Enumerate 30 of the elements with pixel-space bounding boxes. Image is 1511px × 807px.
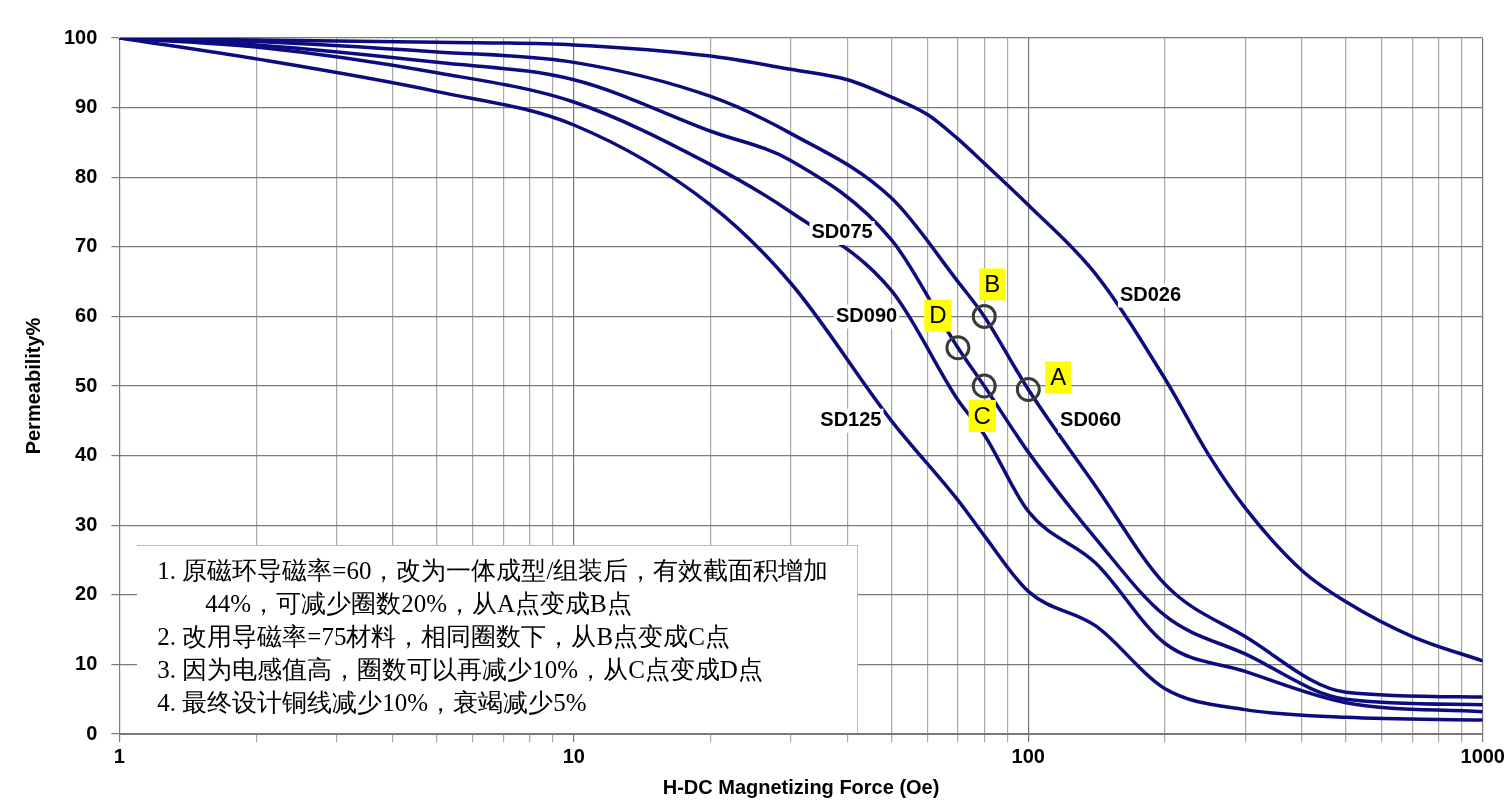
annotation: 3. 因为电感值高，圈数可以再减少10%，从C点变成D点 — [156, 655, 764, 685]
y-tick-label: 70 — [75, 234, 98, 257]
y-tick-label: 60 — [75, 303, 98, 326]
y-tick-label: 20 — [75, 582, 98, 605]
x-axis-title: H-DC Magnetizing Force (Oe) — [662, 775, 940, 798]
y-tick-label: 80 — [75, 164, 98, 187]
y-tick-label: 90 — [75, 95, 98, 118]
x-tick-label: 1 — [113, 744, 125, 767]
y-tick-label: 10 — [75, 651, 98, 674]
annotation: 2. 改用导磁率=75材料，相同圈数下，从B点变成C点 — [156, 622, 731, 652]
series-label: SD060 — [1060, 408, 1122, 431]
annotation: D — [929, 301, 947, 329]
series-label: SD075 — [811, 220, 873, 243]
series-label: SD090 — [835, 303, 898, 326]
annotation: A — [1050, 363, 1067, 391]
y-tick-label: 0 — [86, 721, 98, 744]
annotation: C — [973, 401, 991, 429]
annotation: 4. 最终设计铜线减少10%，衰竭减少5% — [156, 688, 588, 718]
series-label: SD026 — [1119, 283, 1182, 306]
y-axis-title: Permeability% — [21, 317, 44, 455]
x-tick-label: 1000 — [1460, 744, 1505, 767]
y-tick-label: 50 — [75, 373, 98, 396]
x-tick-label: 100 — [1011, 744, 1045, 767]
y-tick-label: 40 — [75, 443, 98, 466]
y-tick-label: 100 — [63, 25, 98, 48]
annotation: B — [984, 270, 1001, 298]
series-label: SD125 — [820, 408, 882, 431]
x-tick-label: 10 — [562, 744, 585, 767]
y-tick-label: 30 — [75, 512, 98, 535]
annotation: 1. 原磁环导磁率=60，改为一体成型/组装后，有效截面积增加44%，可减少圈数20%，从A点变成B点 — [156, 556, 830, 619]
